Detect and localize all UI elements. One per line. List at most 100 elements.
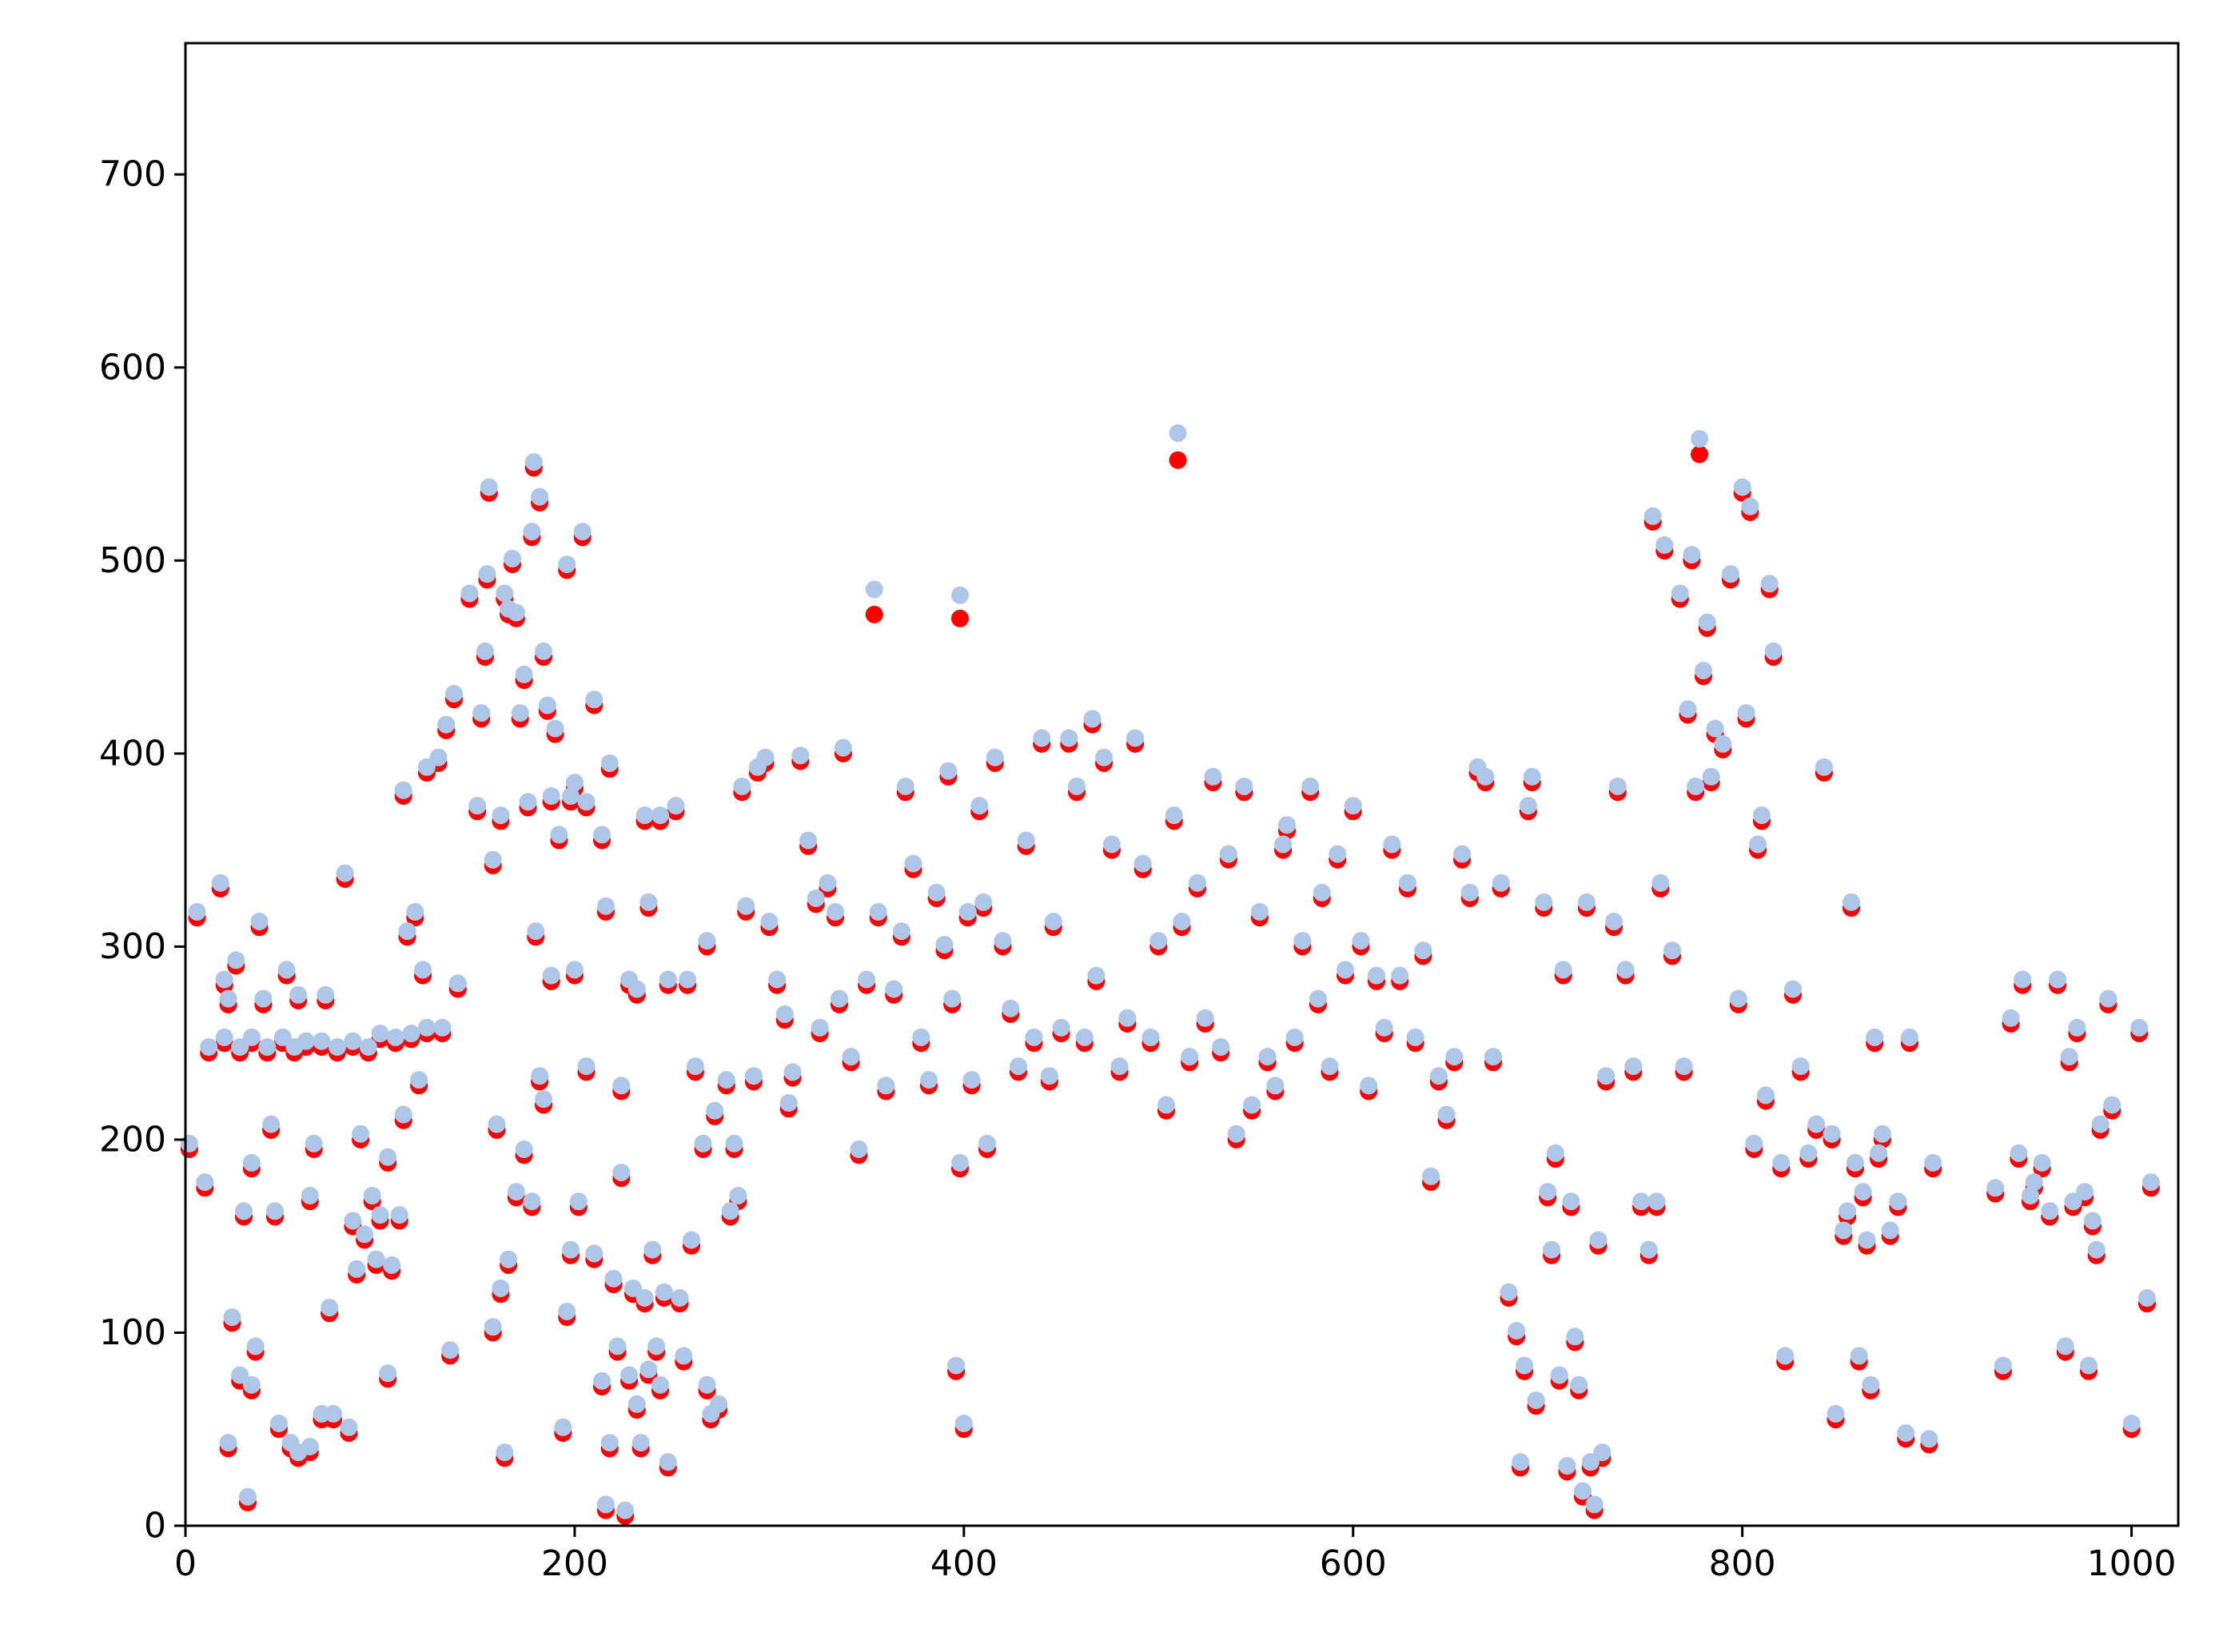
data-point [2056,1337,2074,1355]
data-point [1920,1430,1938,1448]
y-tick-label: 0 [144,1506,166,1547]
series-1 [180,424,2160,1519]
data-point [683,1231,700,1249]
data-point [1924,1153,1942,1172]
data-point [515,665,533,683]
data-point [655,1283,673,1301]
data-point [2130,1018,2149,1037]
data-point [1543,1240,1561,1259]
x-tick-label: 0 [174,1543,197,1584]
data-point [565,774,584,792]
data-point [1329,845,1347,863]
data-point [562,787,580,805]
data-point [558,1302,576,1320]
data-point [1484,1048,1502,1066]
data-point [437,715,456,734]
data-point [305,1134,323,1152]
y-tick-label: 700 [99,154,166,195]
data-point [507,1183,525,1201]
data-point [289,985,308,1004]
data-point [1756,1086,1775,1105]
data-point [406,902,424,921]
data-point [593,1371,611,1390]
data-point [500,1250,518,1268]
data-point [733,777,751,795]
data-point [986,748,1004,766]
data-point [1527,1391,1545,1409]
data-point [1278,816,1296,834]
data-point [496,1443,514,1462]
data-point [1675,1057,1693,1076]
data-point [1663,941,1681,960]
data-point [1309,989,1327,1008]
data-point [1313,883,1331,902]
data-point [717,1071,735,1089]
data-point [831,989,848,1008]
data-point [1258,1048,1277,1066]
data-point [2041,1202,2059,1220]
data-point [1437,1105,1456,1124]
data-point [1850,1347,1868,1365]
data-point [710,1395,728,1413]
data-point [1881,1221,1899,1240]
data-point [729,1187,747,1204]
data-point [2014,970,2032,989]
data-point [250,913,269,930]
data-point [1337,961,1354,979]
data-point [1181,1048,1199,1066]
data-point [1118,1009,1137,1027]
data-point [577,1057,596,1076]
data-point [542,966,560,985]
data-point [1605,913,1623,930]
data-point [791,746,810,765]
data-point [635,806,654,825]
x-tick-label: 1000 [2087,1543,2177,1584]
data-point [1033,729,1051,747]
data-point [1574,1482,1592,1500]
data-point [737,897,755,915]
data-point [807,890,825,907]
data-point [1632,1192,1651,1211]
data-point [1352,932,1370,950]
data-point [2076,1183,2094,1201]
data-point [811,1018,829,1037]
data-point [850,1140,868,1158]
data-point [1102,835,1121,854]
data-point [885,980,903,998]
data-point [612,1077,631,1095]
data-point [1616,961,1635,979]
data-point [1391,966,1409,985]
data-point [951,1153,969,1172]
data-point [340,1418,358,1436]
data-point [994,932,1012,950]
data-point [1383,835,1401,854]
data-point [488,1115,506,1133]
y-tick-label: 200 [99,1119,166,1160]
data-point [1243,1096,1261,1114]
data-point [1764,642,1783,660]
data-point [223,1308,241,1327]
data-point [1827,1404,1845,1423]
data-point [2022,1187,2039,1204]
data-point [317,985,335,1004]
data-point [363,1187,381,1204]
data-point [1772,1153,1791,1172]
data-point [608,1337,627,1355]
data-point [1737,704,1755,723]
data-point [535,1090,552,1109]
data-point [1189,874,1206,892]
data-point [2083,1212,2102,1230]
data-point [325,1404,342,1423]
data-point [1741,497,1759,516]
data-point [383,1256,401,1274]
data-point [1550,1366,1568,1384]
data-point [1687,777,1705,795]
data-point [1375,1018,1393,1037]
data-point [706,1101,724,1120]
data-point [1791,1057,1810,1076]
data-point [1823,1125,1841,1143]
data-point [612,1164,631,1181]
data-point [643,1240,662,1259]
data-point [659,970,677,989]
